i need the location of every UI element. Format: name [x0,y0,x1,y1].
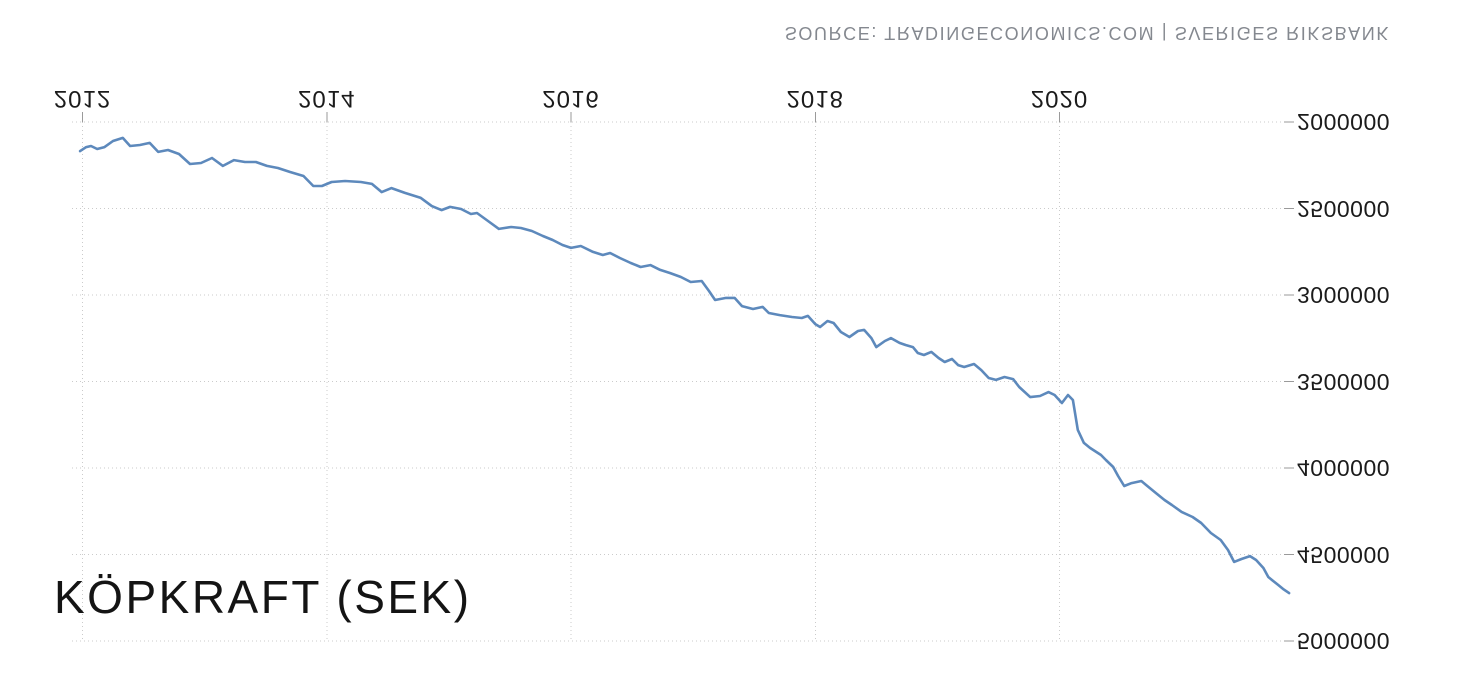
y-axis-label: 4500000 [1297,541,1391,568]
y-axis-label: 4000000 [1297,455,1391,481]
x-axis-label: 2016 [542,85,600,112]
chart-title: KÖPKRAFT (SEK) [54,571,472,623]
y-axis-label: 3500000 [1297,368,1391,395]
x-axis-label: 2018 [786,85,844,112]
y-axis-label: 5000000 [1297,628,1391,654]
x-axis-label: 2012 [53,85,112,112]
y-axis-label: 3000000 [1297,282,1391,308]
source-attribution: SOURCE: TRADINGECONOMICS.COM | SVERIGES … [784,23,1390,43]
y-axis-label: 2000000 [1297,109,1391,135]
y-axis-label: 2500000 [1297,195,1391,222]
data-line-kopkraft [78,136,1291,595]
x-axis-label: 2014 [298,85,356,112]
x-axis-label: 2020 [1030,85,1089,112]
